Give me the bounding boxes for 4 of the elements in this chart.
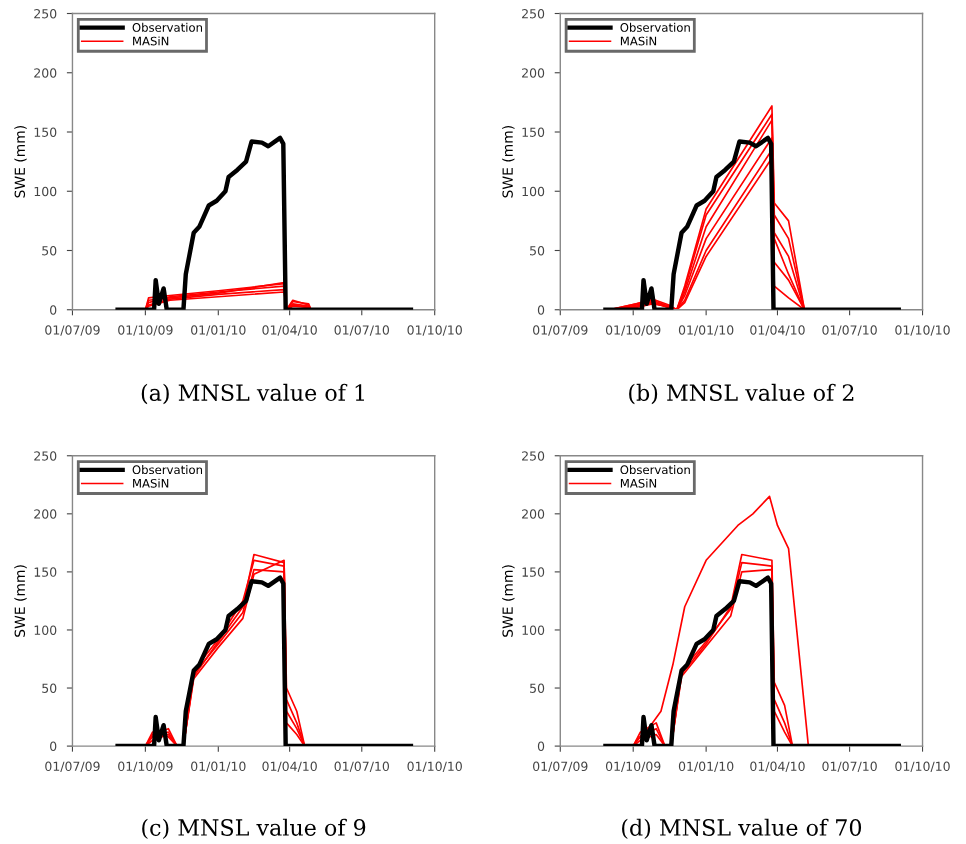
- text: (c) MNSL value of 9: [142, 818, 366, 840]
- text: (d) MNSL value of 70: [622, 818, 862, 840]
- text: (b) MNSL value of 2: [629, 383, 854, 405]
- text: (a) MNSL value of 1: [141, 383, 364, 405]
